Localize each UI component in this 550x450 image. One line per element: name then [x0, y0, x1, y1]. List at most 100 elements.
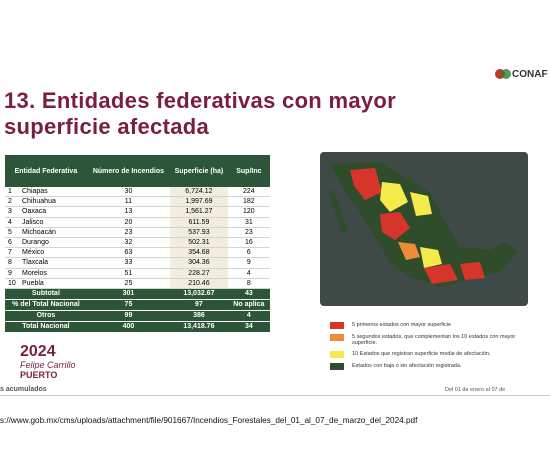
column-header: Superficie (ha) — [170, 155, 228, 187]
cell: 4 — [227, 268, 270, 279]
legend-label: 5 segundos estados, que complementan los… — [352, 334, 516, 346]
cell: 354.68 — [170, 247, 228, 259]
brand-place: PUERTO — [20, 370, 58, 380]
cell: 7 — [5, 247, 19, 259]
cell: 8 — [227, 278, 270, 290]
cell: 33 — [86, 257, 171, 269]
cell: Durango — [19, 237, 87, 249]
cell: 4 — [227, 310, 270, 323]
summary-row: Otros 99 386 4 — [5, 310, 270, 323]
column-header: Entidad Federativa — [5, 155, 87, 187]
legend-item: Estados con baja o sin afectación regist… — [330, 363, 530, 370]
cell: 13 — [86, 206, 171, 218]
cell: Total Nacional — [5, 321, 87, 334]
cell: 611.59 — [170, 217, 228, 228]
cell: 16 — [227, 237, 270, 249]
cell: México — [19, 247, 87, 259]
brand-name: Felipe Carrillo — [20, 360, 76, 370]
table-row: 5 Michoacán 23 537.93 23 — [5, 227, 270, 239]
cell: 99 — [86, 310, 171, 323]
cell: Puebla — [19, 278, 87, 290]
cell: 32 — [86, 237, 171, 249]
table-row: 2 Chihuahua 11 1,997.69 182 — [5, 196, 270, 208]
cell: 97 — [170, 299, 228, 312]
cell: 20 — [86, 217, 171, 228]
legend-swatch — [330, 351, 344, 358]
cell: 3 — [5, 206, 19, 218]
cell: 13,418.76 — [170, 321, 228, 334]
left-note: s acumulados — [0, 386, 47, 393]
cell: 23 — [86, 227, 171, 239]
cell: 75 — [86, 299, 171, 312]
header-row: Entidad Federativa Número de Incendios Sup… — [5, 155, 270, 187]
legend-label: Estados con baja o sin afectación regist… — [352, 363, 462, 369]
cell: 537.93 — [170, 227, 228, 239]
cell: No aplica — [227, 299, 270, 312]
logo-icon — [495, 69, 511, 79]
legend-item: 5 primeros estados con mayor superficie — [330, 322, 530, 329]
summary-row: Subtotal 301 13,032.67 43 — [5, 288, 270, 301]
legend-item: 5 segundos estados, que complementan los… — [330, 334, 530, 346]
data-table: Entidad Federativa Número de Incendios Sup… — [5, 155, 270, 334]
legend-swatch — [330, 322, 344, 329]
cell: 6 — [5, 237, 19, 249]
cell: 23 — [227, 227, 270, 239]
cell: 1,561.27 — [170, 206, 228, 218]
table-row: 7 México 63 354.68 6 — [5, 247, 270, 259]
cell: Chihuahua — [19, 196, 87, 208]
legend-item: 10 Estados que registran superficie medi… — [330, 351, 530, 358]
cell: Jalisco — [19, 217, 87, 228]
cell: 1 — [5, 187, 19, 198]
cell: 4 — [5, 217, 19, 228]
cell: 11 — [86, 196, 171, 208]
cell: 43 — [227, 288, 270, 301]
title-line: 13. Entidades federativas con mayor — [4, 88, 396, 113]
cell: 63 — [86, 247, 171, 259]
cell: 5 — [5, 227, 19, 239]
table-row: 9 Morelos 51 228.27 4 — [5, 268, 270, 279]
cell: Oaxaca — [19, 206, 87, 218]
table-row: 1 Chiapas 30 6,724.12 224 — [5, 187, 270, 198]
logo: CONAF — [494, 66, 548, 82]
legend: 5 primeros estados con mayor superficie 5… — [330, 322, 530, 375]
cell: Michoacán — [19, 227, 87, 239]
cell: 1,997.69 — [170, 196, 228, 208]
cell: 120 — [227, 206, 270, 218]
cell: 301 — [86, 288, 171, 301]
cell: Tlaxcala — [19, 257, 87, 269]
url: s://www.gob.mx/cms/uploads/attachment/fi… — [0, 416, 418, 425]
summary-row: Total Nacional 400 13,418.76 34 — [5, 321, 270, 334]
table-row: 10 Puebla 25 210.46 8 — [5, 278, 270, 290]
right-note: Del 01 de enero al 07 de — [445, 387, 506, 393]
cell: 9 — [5, 268, 19, 279]
cell: 210.46 — [170, 278, 228, 290]
cell: 6,724.12 — [170, 187, 228, 198]
cell: 8 — [5, 257, 19, 269]
cell: 228.27 — [170, 268, 228, 279]
legend-label: 10 Estados que registran superficie medi… — [352, 351, 491, 357]
cell: Chiapas — [19, 187, 87, 198]
brand-year: 2024 — [20, 343, 56, 360]
cell: Otros — [5, 310, 87, 323]
cell: Morelos — [19, 268, 87, 279]
summary-row: % del Total Nacional 75 97 No aplica — [5, 299, 270, 312]
legend-swatch — [330, 334, 344, 341]
logo-text: CONAF — [512, 68, 548, 80]
title: 13. Entidades federativas con mayor super… — [4, 88, 396, 140]
cell: Subtotal — [5, 288, 87, 301]
bottom-rule — [0, 395, 550, 396]
map — [320, 152, 528, 306]
table-row: 6 Durango 32 502.31 16 — [5, 237, 270, 249]
cell: 502.31 — [170, 237, 228, 249]
cell: 34 — [227, 321, 270, 334]
cell: 386 — [170, 310, 228, 323]
cell: 30 — [86, 187, 171, 198]
table-row: 8 Tlaxcala 33 304.36 9 — [5, 257, 270, 269]
cell: 304.36 — [170, 257, 228, 269]
table-row: 4 Jalisco 20 611.59 31 — [5, 217, 270, 228]
cell: 9 — [227, 257, 270, 269]
cell: 224 — [227, 187, 270, 198]
cell: 10 — [5, 278, 19, 290]
cell: 51 — [86, 268, 171, 279]
